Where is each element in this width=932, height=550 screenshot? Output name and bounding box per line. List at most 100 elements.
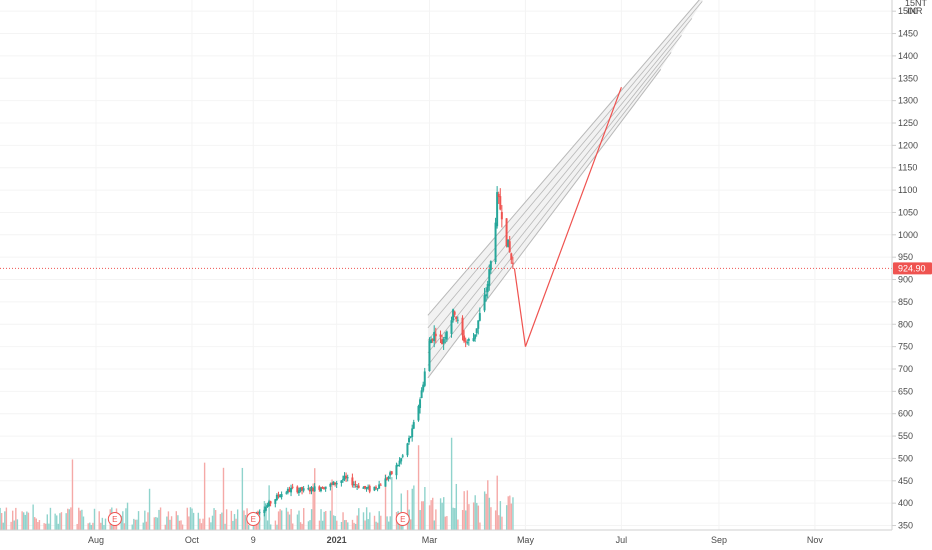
volume-bar: [463, 491, 465, 530]
volume-bar: [13, 520, 15, 530]
candle-body: [334, 482, 337, 485]
volume-bar: [175, 511, 177, 530]
volume-bar: [422, 501, 424, 530]
volume-bar: [134, 519, 137, 530]
candle-body: [510, 253, 513, 260]
volume-bar: [213, 508, 215, 530]
volume-bar: [292, 523, 294, 530]
y-tick-label: 1050: [898, 207, 918, 217]
volume-bar: [340, 521, 343, 530]
volume-bar: [147, 512, 149, 530]
candle-body: [323, 488, 326, 490]
volume-bar: [365, 507, 368, 530]
volume-bar: [411, 488, 413, 530]
volume-bar: [200, 523, 203, 530]
candle-body: [313, 486, 316, 492]
volume-bar: [45, 523, 47, 530]
y-tick-label: 1150: [898, 163, 917, 173]
volume-bar: [499, 501, 502, 530]
candle-body: [472, 338, 475, 342]
volume-bar: [48, 523, 50, 530]
volume-bar: [148, 488, 151, 530]
x-tick-label: Sep: [711, 535, 727, 545]
candle-body: [486, 283, 489, 293]
y-tick-label: 500: [898, 453, 913, 463]
volume-bar: [299, 522, 302, 530]
candle-body: [285, 492, 288, 494]
earnings-marker[interactable]: [246, 512, 261, 526]
volume-bar: [443, 497, 445, 530]
volume-bar: [27, 512, 30, 530]
candle-body: [398, 460, 401, 464]
volume-bar: [384, 474, 387, 530]
y-tick-label: 350: [898, 521, 913, 531]
candle-body: [420, 390, 423, 398]
candle-body: [310, 486, 313, 491]
candle-body: [330, 483, 333, 485]
x-tick-label: Mar: [422, 535, 438, 545]
candle-body: [508, 241, 511, 252]
candle-body: [483, 295, 486, 311]
volume-bar: [70, 507, 72, 530]
y-tick-label: 1400: [898, 51, 918, 61]
volume-bar: [120, 515, 122, 530]
volume-bar: [93, 508, 96, 530]
volume-bar: [89, 522, 91, 530]
volume-bar: [353, 522, 355, 530]
volume-bar: [468, 504, 470, 530]
candle-body: [378, 484, 381, 489]
volume-bar: [219, 514, 222, 530]
y-tick-label: 1100: [898, 185, 917, 195]
volume-bar: [210, 522, 212, 530]
candle-body: [497, 193, 500, 198]
candle-body: [288, 489, 291, 492]
candle-body: [318, 486, 321, 490]
volume-bar: [24, 514, 26, 530]
volume-bar: [345, 519, 347, 530]
candle-body: [374, 486, 377, 488]
earnings-marker-label: E: [251, 515, 256, 524]
volume-bar: [476, 502, 478, 530]
volume-bar: [406, 490, 409, 530]
candle-body: [477, 320, 480, 329]
volume-bar: [354, 523, 357, 530]
volume-bar: [197, 512, 200, 530]
volume-bar: [247, 524, 250, 530]
volume-bar: [0, 507, 1, 530]
volume-bar: [225, 509, 228, 530]
volume-bar: [60, 512, 63, 530]
volume-bar: [356, 515, 358, 530]
volume-bar: [276, 524, 278, 530]
volume-bar: [170, 516, 173, 530]
channel-line: [427, 35, 682, 354]
volume-bar: [137, 511, 140, 530]
candle-body: [266, 505, 269, 507]
volume-bar: [444, 516, 447, 530]
candle-body: [475, 328, 478, 334]
channel-line: [427, 52, 672, 366]
earnings-marker[interactable]: [395, 512, 410, 526]
volume-bar: [78, 507, 80, 530]
candle-body: [412, 422, 415, 429]
volume-bar: [389, 516, 391, 530]
volume-bar: [46, 514, 48, 530]
volume-bar: [498, 515, 500, 530]
volume-bar: [312, 483, 314, 530]
volume-bar: [11, 510, 14, 530]
candle-body: [397, 464, 400, 466]
volume-bar: [325, 511, 327, 530]
y-tick-label: 950: [898, 252, 913, 262]
volume-bar: [410, 519, 412, 530]
candle-body: [365, 487, 368, 489]
candle-body: [390, 471, 393, 475]
earnings-marker[interactable]: [107, 512, 122, 526]
volume-bar: [266, 520, 269, 530]
volume-bar: [56, 515, 58, 530]
volume-bar: [87, 523, 89, 530]
volume-bar: [343, 520, 346, 530]
volume-bar: [277, 511, 280, 530]
volume-bar: [310, 509, 313, 530]
candle-body: [422, 384, 425, 391]
